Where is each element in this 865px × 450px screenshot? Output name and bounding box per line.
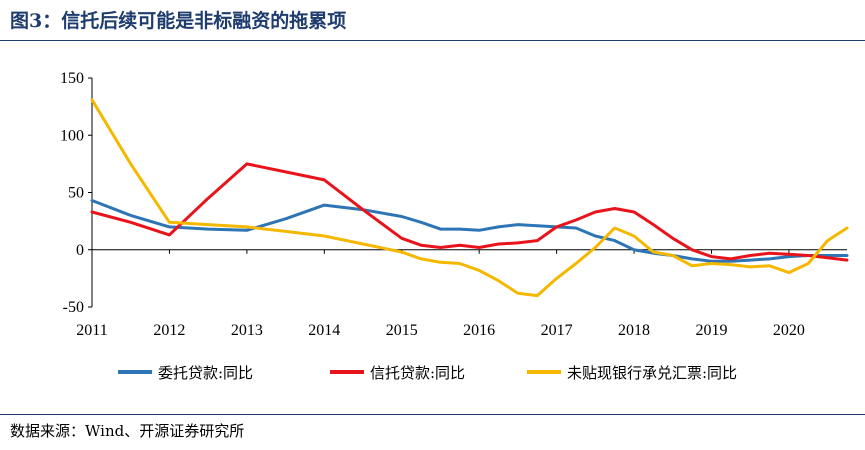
series-line-1 [90,199,849,263]
figure-title: 图3：信托后续可能是非标融资的拖累项 [10,10,347,32]
x-tick-label: 2015 [386,322,418,339]
x-tick-label: 2018 [618,322,650,339]
y-tick-label: 0 [76,242,84,259]
x-tick-label: 2013 [231,322,263,339]
chart-axes: -50 0 50 100 150 2011 2012 2013 2014 2015 2016 2017… [60,70,847,339]
series-line-3 [90,98,849,298]
series-line-2 [90,162,849,262]
legend-label-3: 未贴现银行承兑汇票:同比 [567,364,737,382]
x-tick-label: 2011 [76,322,107,339]
x-tick-label: 2016 [463,322,495,339]
source-note: 数据来源：Wind、开源证券研究所 [10,422,245,440]
title-rule [0,40,865,41]
x-tick-label: 2014 [308,322,340,339]
chart-legend: 委托贷款:同比 信托贷款:同比 未贴现银行承兑汇票:同比 [118,364,737,382]
x-tick-label: 2017 [541,322,573,339]
y-tick-label: 100 [60,127,84,144]
x-tick-label: 2012 [153,322,185,339]
y-tick-label: -50 [63,299,84,316]
chart-series [90,98,849,298]
x-tick-label: 2020 [773,322,805,339]
y-tick-label: 50 [68,185,84,202]
legend-label-2: 信托贷款:同比 [370,364,465,382]
x-tick-label: 2019 [695,322,727,339]
legend-label-1: 委托贷款:同比 [158,364,253,382]
y-tick-label: 150 [60,70,84,87]
source-rule [0,414,865,415]
line-chart: -50 0 50 100 150 2011 2012 2013 2014 2015 2016 2017… [60,70,849,382]
